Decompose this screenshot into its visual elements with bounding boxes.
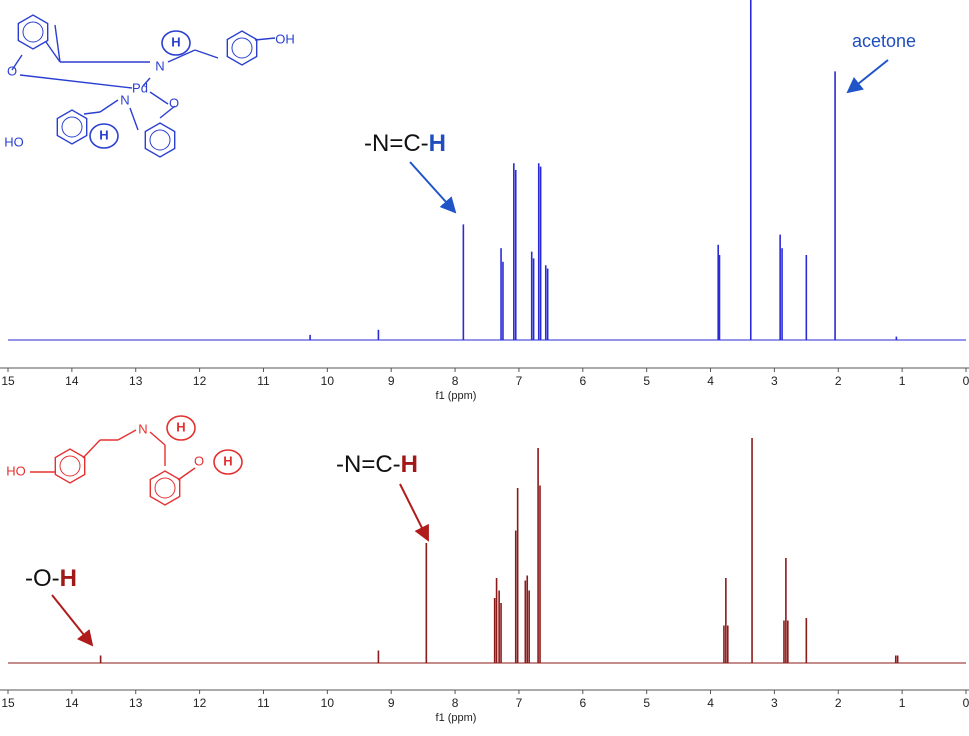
annotation-emph: H [429, 130, 446, 157]
structure-ring-inner [231, 37, 253, 59]
structure-highlight [166, 415, 196, 441]
structure-ring-inner [61, 116, 83, 138]
x-tick-label: 6 [579, 374, 586, 388]
structure-ring [144, 122, 176, 158]
structure-label: N [138, 421, 147, 436]
x-tick-label: 15 [1, 374, 15, 388]
structure-bond [254, 37, 276, 41]
x-tick-label: 8 [452, 696, 459, 710]
annotation-text: -N=C- [364, 130, 429, 157]
x-tick-label: 11 [257, 374, 270, 388]
structure-highlight [161, 30, 191, 56]
annotation: acetone [852, 31, 916, 51]
x-tick-label: 9 [388, 374, 395, 388]
annotation-emph: H [401, 451, 418, 478]
x-tick-label: 4 [707, 374, 714, 388]
x-tick-label: 7 [516, 374, 523, 388]
annotation: -N=C-H [336, 451, 418, 478]
structure-label: H [223, 453, 232, 468]
x-tick-label: 5 [643, 374, 650, 388]
structure-label: O [194, 453, 204, 468]
arrow [846, 59, 889, 94]
structure-label: H [99, 127, 108, 142]
arrow [409, 161, 457, 214]
annotation-text: acetone [852, 31, 916, 51]
structure-ring [17, 14, 49, 50]
structure-label: HO [6, 463, 26, 478]
x-tick-label: 1 [899, 696, 906, 710]
x-tick-label: 13 [129, 696, 143, 710]
structure-label: O [169, 95, 179, 110]
x-tick-label: 15 [1, 696, 15, 710]
x-tick-label: 8 [452, 374, 459, 388]
x-tick-label: 13 [129, 374, 143, 388]
structure-ring-inner [149, 129, 171, 151]
x-tick-label: 2 [835, 696, 842, 710]
x-axis-label: f1 (ppm) [436, 390, 477, 402]
structure-bond [159, 105, 176, 119]
structure-bond [117, 429, 137, 441]
structure-bond [142, 77, 151, 87]
structure-ring [54, 448, 86, 484]
structure-label: OH [275, 31, 295, 46]
structure-label: H [176, 419, 185, 434]
structure-bond [11, 54, 23, 71]
arrow [399, 483, 429, 542]
x-tick-label: 2 [835, 374, 842, 388]
x-tick-label: 10 [321, 374, 335, 388]
x-tick-label: 0 [963, 374, 969, 388]
structure-label: HO [4, 134, 24, 149]
structure-label: N [120, 92, 129, 107]
structure-label: Pd [132, 80, 148, 95]
structure-bond [149, 91, 169, 105]
structure-bond [82, 439, 101, 459]
structure-bond [83, 111, 101, 115]
structure-bond [177, 467, 196, 481]
structure-bond [194, 49, 219, 59]
x-tick-label: 12 [193, 374, 207, 388]
x-tick-label: 3 [771, 374, 778, 388]
x-tick-label: 5 [643, 696, 650, 710]
x-tick-label: 10 [321, 696, 335, 710]
annotation-text: -N=C- [336, 451, 401, 478]
structure-label: H [171, 34, 180, 49]
structure-highlight [213, 449, 243, 475]
structure-bond [54, 24, 61, 63]
structure-bond [167, 49, 196, 63]
x-tick-label: 6 [579, 696, 586, 710]
x-tick-label: 0 [963, 696, 969, 710]
x-tick-label: 12 [193, 696, 207, 710]
structure-label: N [155, 58, 164, 73]
structure-bond [19, 74, 133, 89]
annotation-emph: H [60, 565, 77, 592]
x-tick-label: 4 [707, 696, 714, 710]
structure-ring-inner [154, 477, 176, 499]
structure-ring [56, 109, 88, 145]
x-tick-label: 14 [65, 374, 79, 388]
structure-bond [99, 99, 119, 113]
structure-bond [149, 431, 166, 446]
structure-ring-inner [59, 455, 81, 477]
annotation: -N=C-H [364, 130, 446, 157]
x-tick-label: 9 [388, 696, 395, 710]
arrow [51, 594, 94, 647]
x-tick-label: 7 [516, 696, 523, 710]
x-tick-label: 1 [899, 374, 906, 388]
annotation: -O-H [25, 565, 77, 592]
x-axis-label: f1 (ppm) [436, 712, 477, 724]
x-tick-label: 11 [257, 696, 270, 710]
structure-highlight [89, 123, 119, 149]
structure-ring-inner [22, 21, 44, 43]
structure-label: O [7, 63, 17, 78]
structure-bond [45, 41, 61, 63]
x-tick-label: 3 [771, 696, 778, 710]
structure-bond [129, 107, 139, 131]
x-tick-label: 14 [65, 696, 79, 710]
annotation-text: -O- [25, 565, 60, 592]
